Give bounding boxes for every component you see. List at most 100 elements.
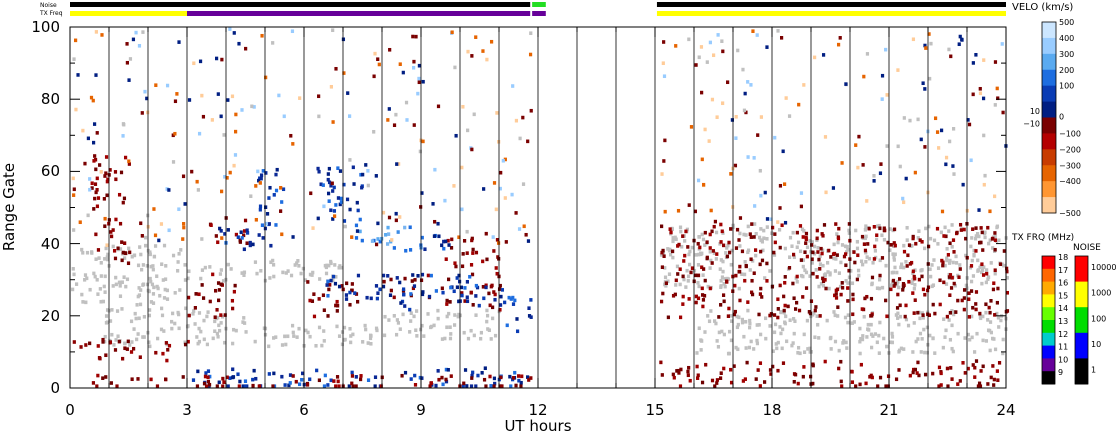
data-cell [864, 259, 868, 264]
data-cell [145, 282, 150, 287]
data-cell [729, 172, 733, 176]
data-cell [759, 227, 763, 231]
data-cell [880, 256, 885, 260]
txfreq-tick-label: 11 [1058, 343, 1068, 352]
data-cell [666, 315, 670, 320]
data-cell [765, 225, 769, 229]
data-cell [686, 373, 690, 378]
data-cell [858, 339, 862, 344]
data-cell [296, 259, 300, 263]
data-cell [758, 384, 762, 388]
data-cell [685, 268, 689, 273]
data-cell [847, 268, 851, 273]
data-cell [923, 43, 927, 48]
data-cell [703, 243, 707, 247]
data-cell [949, 54, 953, 59]
data-cell [708, 232, 712, 237]
data-cell [765, 45, 769, 49]
data-cell [926, 244, 931, 249]
data-cell [945, 258, 949, 263]
data-cell [972, 248, 976, 253]
data-cell [177, 251, 181, 256]
x-tick-9: 9 [416, 401, 426, 419]
data-cell [215, 307, 219, 312]
data-cell [474, 294, 478, 298]
data-cell [799, 273, 804, 278]
data-cell [350, 374, 355, 378]
data-cell [209, 223, 213, 227]
data-cell [930, 263, 934, 267]
data-cell [811, 250, 815, 255]
data-cell [783, 280, 787, 285]
data-cell [230, 298, 235, 303]
data-cell [257, 178, 261, 183]
data-cell [725, 279, 729, 284]
data-cell [72, 228, 76, 232]
data-cell [252, 105, 256, 109]
data-cell [799, 258, 803, 262]
data-cell [989, 299, 993, 303]
data-cell [251, 377, 255, 382]
data-cell [878, 258, 882, 263]
data-cell [867, 328, 871, 332]
data-cell [798, 249, 803, 254]
data-cell [700, 293, 705, 297]
data-cell [251, 383, 255, 388]
data-cell [706, 284, 710, 289]
data-cell [982, 133, 986, 138]
data-cell [700, 286, 704, 291]
data-cell [457, 299, 461, 304]
data-cell [837, 271, 841, 275]
data-cell [964, 283, 968, 288]
data-cell [150, 282, 155, 287]
data-cell [88, 341, 92, 346]
data-cell [847, 275, 852, 280]
data-cell [441, 290, 445, 295]
data-cell [136, 332, 140, 336]
data-cell [711, 249, 715, 253]
data-cell [460, 165, 464, 170]
data-cell [137, 316, 141, 321]
data-cell [98, 356, 102, 361]
data-cell [986, 382, 990, 386]
data-cell [238, 240, 242, 244]
data-cell [667, 272, 672, 276]
data-cell [470, 373, 474, 378]
data-cell [948, 293, 952, 297]
noise-tick-label: 10 [1091, 340, 1101, 349]
data-cell [993, 268, 997, 273]
data-cell [335, 324, 339, 329]
data-cell [988, 209, 992, 214]
data-cell [846, 320, 850, 325]
data-cell [170, 326, 174, 331]
data-cell [855, 239, 859, 244]
data-cell [884, 263, 888, 268]
data-cell [366, 169, 370, 173]
data-cell [897, 322, 901, 327]
data-cell [105, 243, 109, 248]
data-cell [695, 351, 699, 355]
data-cell [686, 279, 690, 283]
data-cell [148, 252, 152, 257]
data-cell [969, 264, 974, 268]
data-cell [405, 118, 409, 122]
data-cell [153, 244, 158, 248]
data-cell [105, 257, 110, 262]
data-cell [272, 336, 276, 340]
data-cell [443, 336, 447, 341]
data-cell [892, 227, 897, 232]
data-cell [394, 218, 398, 223]
data-cell [127, 162, 131, 166]
data-cell [164, 264, 168, 268]
data-cell [778, 206, 782, 210]
data-cell [271, 41, 275, 45]
data-cell [526, 139, 530, 144]
data-cell [374, 284, 379, 288]
data-cell [121, 134, 125, 138]
data-cell [722, 282, 726, 286]
data-cell [386, 274, 390, 278]
data-cell [414, 34, 418, 39]
data-cell [401, 312, 405, 317]
data-cell [834, 257, 838, 261]
data-cell [935, 226, 940, 231]
